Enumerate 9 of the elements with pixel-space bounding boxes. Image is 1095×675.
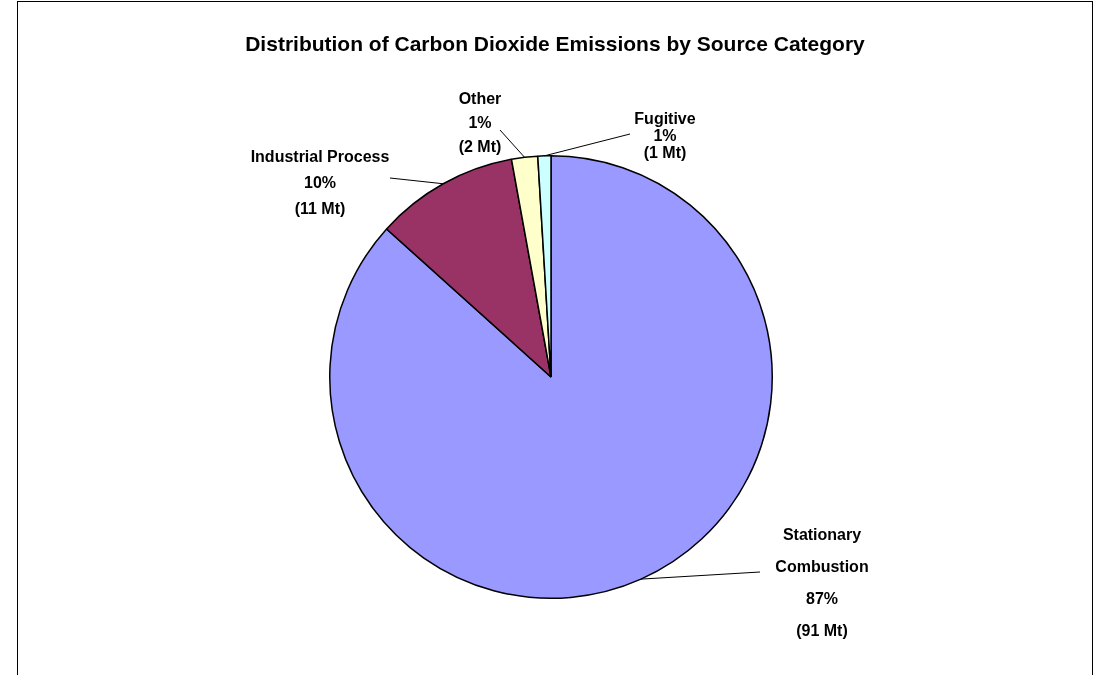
slice-label: Industrial Process — [250, 148, 390, 166]
slice-label: Other — [458, 90, 502, 108]
data-label: 1% (1 Mt) — [643, 127, 687, 162]
chart-title: Distribution of Carbon Dioxide Emissions by Source Category — [244, 32, 866, 56]
data-label: 10% (11 Mt) — [294, 174, 346, 218]
slice-label: Fugitive — [634, 110, 696, 128]
slice-label: Stationary Combustion — [775, 526, 869, 576]
data-label: 87% (91 Mt) — [796, 590, 848, 640]
data-label: 1% (2 Mt) — [458, 114, 502, 156]
